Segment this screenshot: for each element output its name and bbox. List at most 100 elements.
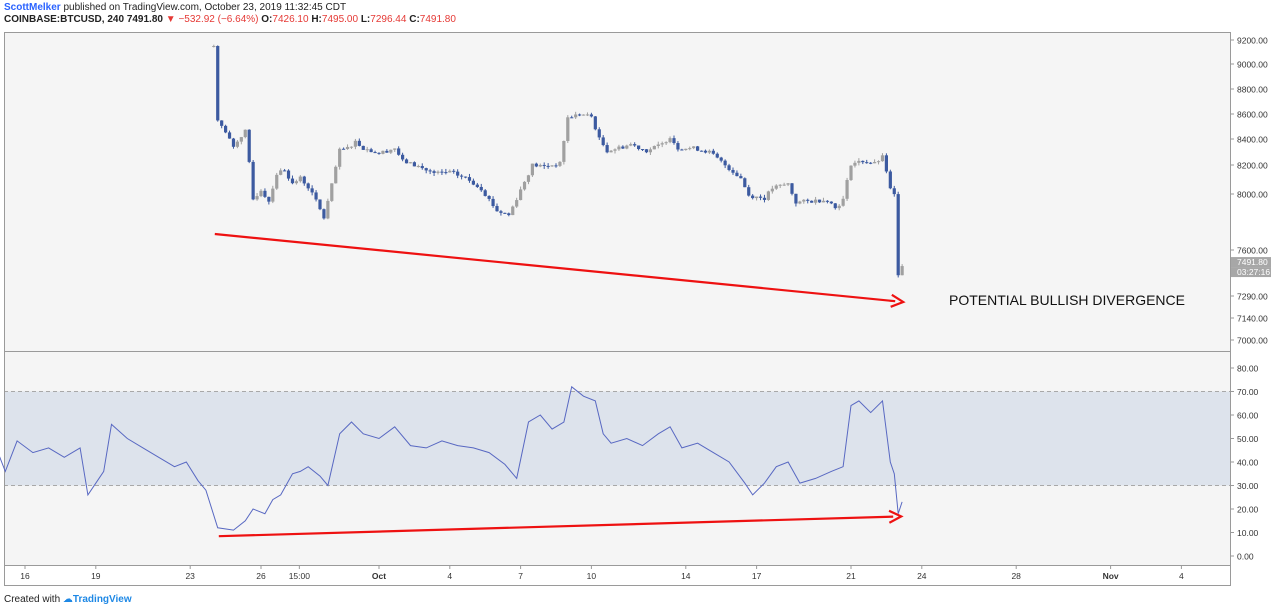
price-tick-label: 9200.00 [1237,36,1268,46]
candle-body [625,145,629,149]
time-tick-label: 19 [91,571,101,581]
candle-body [373,152,377,154]
time-axis[interactable]: 16 19 23 26 15:00 Oct 4 7 10 14 17 21 24 28 Nov 4 [20,565,1184,581]
candle-body [786,183,790,185]
candle-body [397,148,401,155]
chart-border [4,32,1231,586]
rsi-tick-label: 60.00 [1237,411,1259,421]
price-axis[interactable]: 9200.00 9000.00 8800.00 8600.00 8400.00 8200.… [1230,36,1271,346]
published-text: published on TradingView.com, October 23… [63,2,347,13]
candle-body [633,144,637,146]
rsi-line [0,385,903,531]
candle-body [707,150,711,153]
candle-body [849,165,853,181]
candle-body [432,171,436,173]
candle-body [621,146,625,149]
time-tick-label: Oct [372,571,386,581]
rsi-band [4,391,1230,486]
candle-body [471,180,475,185]
candle-body [880,155,885,162]
candle-body [648,149,652,153]
candle-body [589,114,593,117]
rsi-tick-label: 30.00 [1237,481,1259,491]
candle-body [837,205,841,209]
candle-body [821,200,826,203]
candle-body [762,197,767,200]
candle-body [711,150,715,154]
candle-body [353,140,357,147]
candle-body [314,192,318,200]
candle-body [578,114,582,116]
time-tick-label: 28 [1011,571,1021,581]
candle-body [593,116,597,130]
candle-body [660,143,664,145]
candle-body [294,181,298,184]
candle-body [334,166,338,184]
candle-body [263,190,267,197]
time-tick-label: 21 [846,571,856,581]
candle-body [829,201,833,204]
tradingview-logo-icon: ☁ [62,594,73,605]
candle-body [892,188,896,195]
candle-body [212,46,216,47]
candle-body [723,160,727,166]
price-and-rsi-chart[interactable]: POTENTIAL BULLISH DIVERGENCE 9200.00 9000… [0,0,1278,594]
author-link[interactable]: ScottMelker [4,2,61,13]
high-value: 7495.00 [321,14,359,25]
time-tick-label: 4 [1179,571,1184,581]
candle-body [585,114,590,116]
divergence-arrows [214,232,906,538]
time-tick-label: 26 [256,571,266,581]
price-tick-label: 9000.00 [1237,60,1268,70]
candle-body [420,166,424,169]
candle-body [483,190,487,196]
candle-body [790,183,794,194]
time-tick-label: 10 [587,571,597,581]
rsi-divergence-arrow-head [888,509,904,524]
candle-body [515,200,519,207]
candle-body [401,154,405,160]
candle-body [699,150,704,152]
rsi-tick-label: 40.00 [1237,458,1259,468]
candle-body [684,148,688,150]
candle-body [491,198,495,207]
candle-body [479,186,483,191]
candle-body [231,138,236,147]
time-tick-label: 23 [185,571,195,581]
candle-body [853,162,857,166]
candle-body [503,212,507,214]
footer: Created with ☁TradingView [4,594,132,605]
price-tick-label: 8000.00 [1237,190,1268,200]
candle-body [554,165,558,167]
candle-body [452,170,456,172]
time-tick-label: 15:00 [289,571,311,581]
chart-header: ScottMelker published on TradingView.com… [4,2,456,26]
candle-body [361,145,365,150]
rsi-axis[interactable]: 80.00 70.00 60.00 50.00 40.00 30.00 20.00 10.00… [1230,364,1259,562]
candle-body [719,157,723,161]
candle-body [507,213,511,216]
candle-body [279,170,283,175]
candle-body [290,178,295,184]
candle-body [629,144,633,146]
candle-body [782,184,786,186]
candle-body [613,149,617,151]
candle-body [703,150,708,153]
candle-body [841,198,845,206]
time-tick-label: 16 [20,571,30,581]
price-tick-label: 7000.00 [1237,336,1268,346]
rsi-tick-label: 20.00 [1237,505,1259,515]
candle-body [463,176,468,178]
rsi-tick-label: 80.00 [1237,364,1259,374]
tradingview-brand[interactable]: TradingView [72,594,132,605]
candle-body [310,188,314,193]
candle-body [876,161,881,163]
close-value: 7491.80 [419,14,456,25]
candle-body [574,114,578,118]
candle-body [751,195,755,199]
candle-body [267,196,271,202]
candle-body [377,152,381,154]
candle-body [570,117,574,119]
rsi-tick-label: 10.00 [1237,528,1259,538]
low-label: L: [360,14,371,25]
